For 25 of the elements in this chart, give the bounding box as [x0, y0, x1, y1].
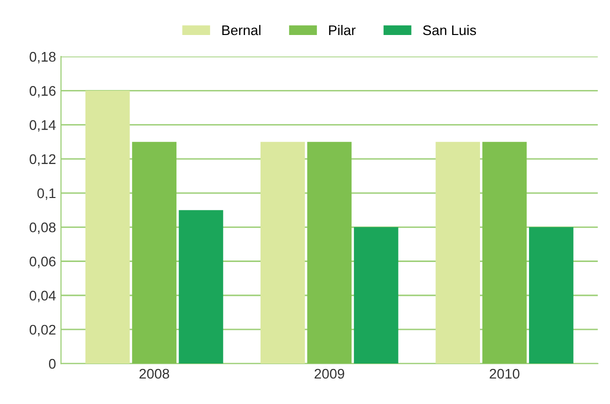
bar: [178, 210, 224, 364]
y-tick-label: 0,1: [37, 188, 56, 200]
y-tick-label: 0,04: [30, 290, 56, 302]
y-tick-label: 0: [48, 358, 56, 369]
x-tick-label: 2009: [314, 368, 344, 379]
y-tick-label: 0,02: [30, 324, 56, 336]
bar: [260, 142, 305, 364]
bar: [436, 142, 480, 364]
y-tick-label: 0,08: [30, 222, 56, 234]
x-tick-label: 2008: [140, 368, 170, 379]
y-tick-label: 0,14: [30, 120, 56, 132]
y-tick-label: 0,16: [30, 86, 56, 98]
bar: [482, 142, 527, 364]
y-tick-label: 0,12: [30, 154, 56, 166]
bar: [354, 227, 398, 364]
legend-label: San Luis: [423, 24, 476, 36]
legend-label: Pilar: [329, 24, 356, 36]
x-tick-label: 2010: [490, 368, 520, 379]
bar: [132, 142, 176, 364]
bar: [85, 90, 130, 364]
bar: [307, 142, 352, 364]
legend-label: Bernal: [222, 24, 260, 36]
y-tick-label: 0,06: [30, 256, 56, 268]
y-tick-label: 0,18: [30, 52, 56, 64]
bar: [529, 227, 574, 364]
